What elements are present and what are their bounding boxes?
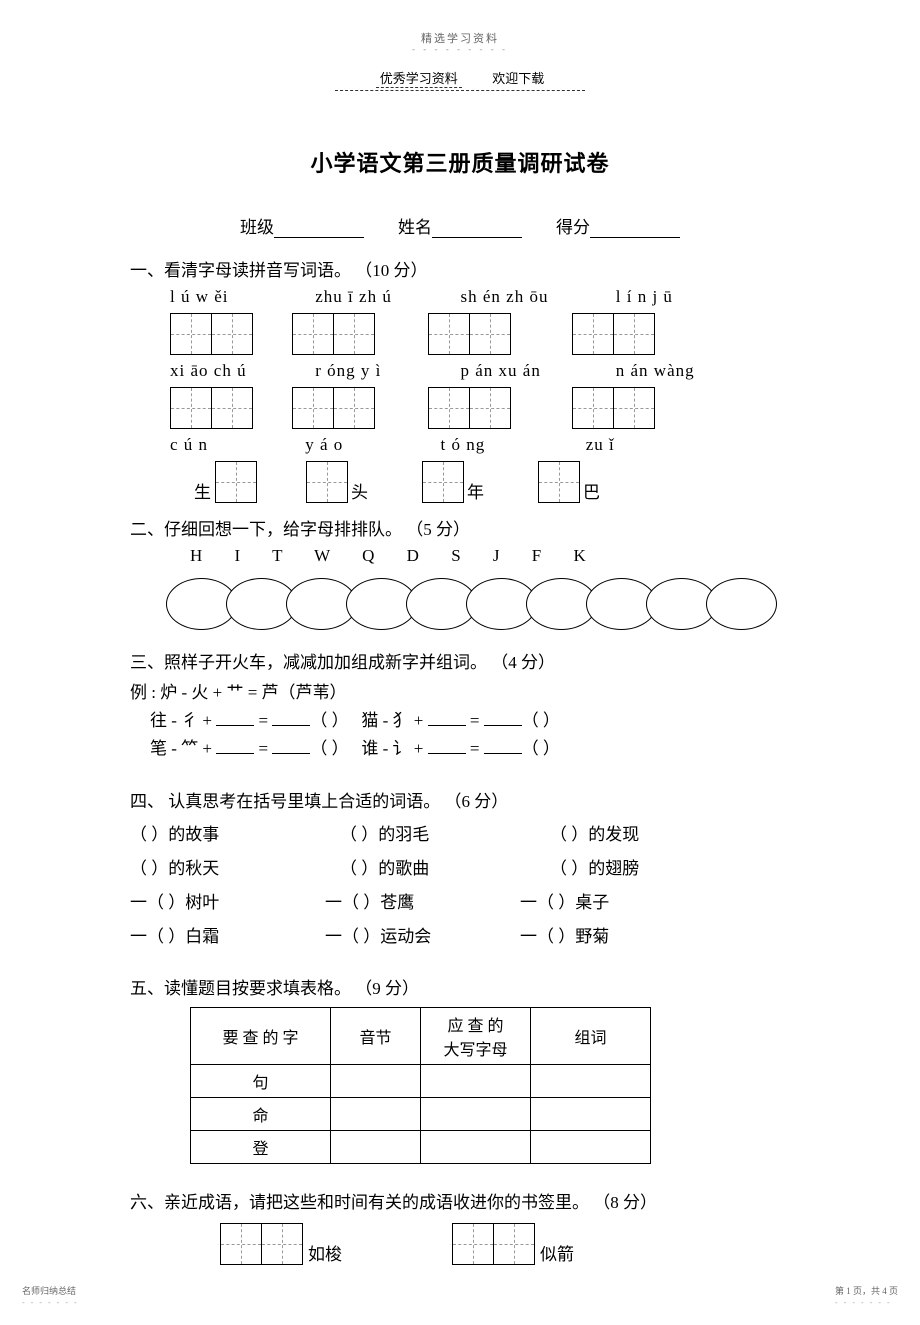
q5-h1: 要 查 的 字 (191, 1008, 331, 1065)
q5-table: 要 查 的 字 音节 应 查 的大写字母 组词 句 命 登 (190, 1007, 651, 1164)
footer-right: 第 1 页，共 4 页- - - - - - - (835, 1284, 898, 1307)
header-sub-left: 优秀学习资料 (376, 68, 462, 88)
header-dots: - - - - - - - - - (130, 44, 790, 54)
q1-title: 一、看清字母读拼音写词语。 （10 分） (130, 256, 790, 281)
document-page: 精选学习资料 - - - - - - - - - 优秀学习资料 欢迎下载 小学语… (0, 0, 920, 1325)
q2-letters: H I T W Q D S J F K (190, 546, 790, 566)
label-name: 姓名 (398, 218, 432, 237)
info-line: 班级 姓名 得分 (130, 213, 790, 238)
q2-ovals (166, 578, 790, 630)
q3-title: 三、照样子开火车，减减加加组成新字并组词。 （4 分） (130, 648, 790, 673)
q5-h2: 音节 (331, 1008, 421, 1065)
blank-name (432, 219, 522, 238)
q6-text-1: 如梭 (308, 1240, 342, 1265)
q5-h4: 组词 (531, 1008, 651, 1065)
q5-title: 五、读懂题目按要求填表格。 （9 分） (130, 974, 790, 999)
q1-pinyin-2: xi āo ch ú r óng y ì p án xu án n án wàn… (170, 361, 790, 381)
q3-line-2: 笔 - 𥫗 + = （ ） 谁 - 讠 + = （ ） (150, 735, 790, 763)
footer-left: 名师归纳总结- - - - - - - (22, 1284, 79, 1307)
q4-title: 四、 认真思考在括号里填上合适的词语。 （6 分） (130, 787, 790, 812)
label-score: 得分 (556, 218, 590, 237)
q3-line-1: 往 - 彳 + = （ ） 猫 - 犭 + = （ ） (150, 707, 790, 735)
q5-h3: 应 查 的大写字母 (421, 1008, 531, 1065)
q2-title: 二、仔细回想一下，给字母排排队。 （5 分） (130, 515, 790, 540)
q6-title: 六、亲近成语，请把这些和时间有关的成语收进你的书签里。 （8 分） (130, 1188, 790, 1213)
blank-score (590, 219, 680, 238)
q1-pinyin-1: l ú w ěi zhu ī zh ú sh én zh ōu l í n j … (170, 287, 790, 307)
q1-boxes-2 (170, 387, 790, 429)
q1-boxes-1 (170, 313, 790, 355)
q3-example: 例 : 炉 - 火 + 艹 = 芦（芦苇） (130, 679, 790, 707)
q6-text-2: 似箭 (540, 1240, 574, 1265)
q6-row: 如梭 似箭 (220, 1223, 790, 1265)
label-class: 班级 (240, 218, 274, 237)
header-sub: 优秀学习资料 欢迎下载 (130, 68, 790, 88)
q1-pinyin-3: c ú n y á o t ó ng zu ǐ (170, 435, 790, 455)
blank-class (274, 219, 364, 238)
q4-grid: （ ）的故事 （ ）的羽毛 （ ）的发现 （ ）的秋天 （ ）的歌曲 （ ）的翅… (130, 818, 790, 954)
q1-boxes-3: 生 头 年 巴 (190, 461, 790, 503)
header-sub-right: 欢迎下载 (492, 71, 544, 86)
header-dash (335, 90, 585, 91)
page-title: 小学语文第三册质量调研试卷 (130, 146, 790, 178)
